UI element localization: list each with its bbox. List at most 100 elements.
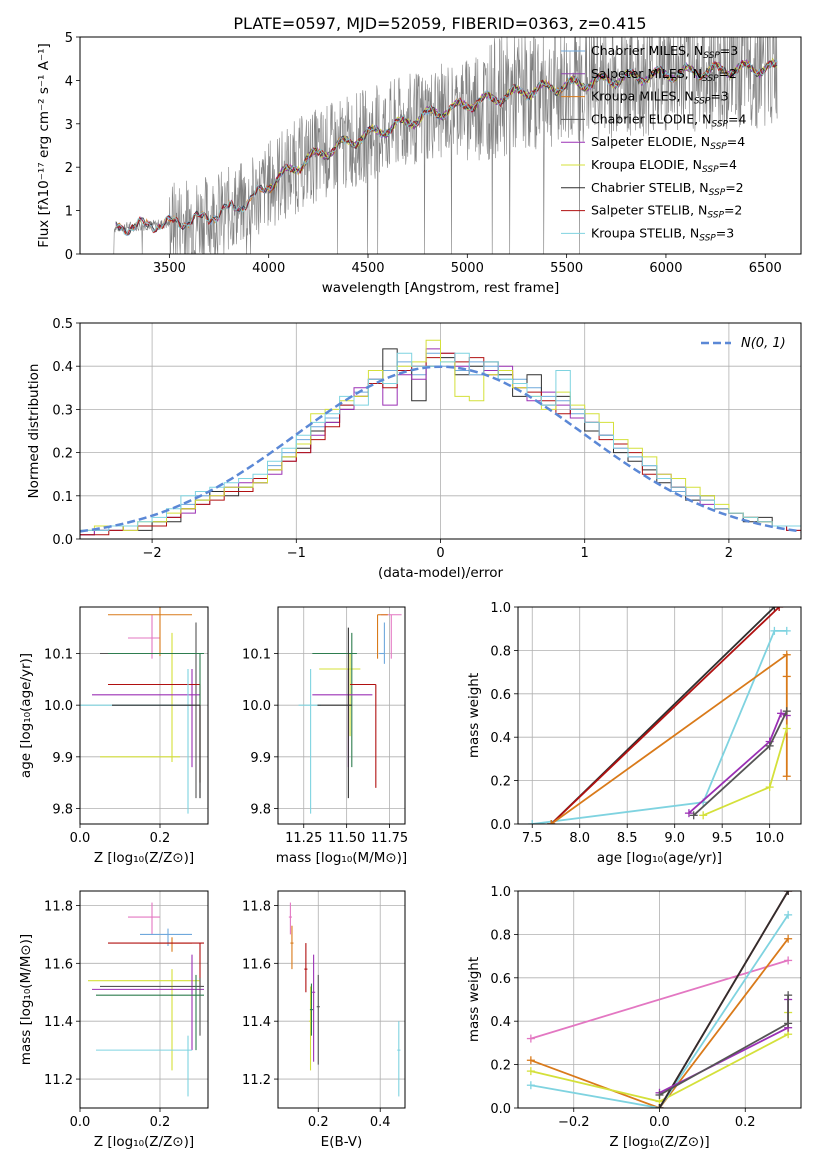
legend-label-subscript: SSP [703,51,720,61]
x-tick-label: 0.2 [735,1115,756,1130]
x-tick-label: 3500 [153,261,186,276]
x-tick-label: 11.75 [371,831,408,846]
plot-area [526,891,793,1108]
panel-residuals: −2 −1 0 1 2 0.0 0.1 0.2 0.3 0.4 0.5 (data-model)/er… [26,317,802,581]
x-tick-label: 0.2 [308,1115,329,1130]
y-tick-label: 0.5 [52,317,73,332]
legend-label-subscript: SSP [694,97,711,107]
y-axis-label: age [log₁₀(age/yr)] [18,653,34,778]
figure-title: PLATE=0597, MJD=52059, FIBERID=0363, z=0… [233,14,646,33]
axes-frame [79,606,209,825]
mass-weight-line-chabrier_stelib [658,891,789,1108]
x-axis-label: Z [log₁₀(Z/Z⊙)] [609,1134,709,1150]
x-axis-label: Z [log₁₀(Z/Z⊙)] [94,1134,194,1150]
legend-label-name: Salpeter ELODIE, N [591,134,710,149]
panel-age_vs_mass: 11.25 11.50 11.75 9.8 9.9 10.0 10.1 mass [log₁₀… [242,606,408,866]
axes-frame [517,890,802,1109]
legend-label: Kroupa ELODIE, NSSP=4 [591,157,737,175]
legend-label-name: Salpeter STELIB, N [591,203,707,218]
x-tick-label: 11.25 [285,831,322,846]
panel-mass_vs_Z: 0.0 0.2 11.2 11.4 11.6 11.8 Z [log₁₀(Z/Z⊙)] mas… [18,890,209,1150]
mass-weight-line-salpeter_stelib [550,607,780,824]
y-tick-label: 2 [65,161,73,176]
x-axis-label: mass [log₁₀(M/M⊙)] [276,850,407,866]
plot-area [80,607,204,814]
x-axis-label: wavelength [Angstrom, rest frame] [322,280,560,296]
legend-label-subscript: SSP [702,74,719,84]
y-tick-label: 10.0 [44,699,73,714]
legend-label: Salpeter STELIB, NSSP=2 [591,203,742,221]
y-tick-label: 9.9 [250,751,271,766]
y-axis-label: Normed distribution [26,364,42,499]
x-tick-label: 1 [581,546,589,561]
y-tick-label: 0 [65,248,73,263]
x-tick-label: 4500 [351,261,384,276]
plot-area [113,37,778,254]
legend-label-name: Salpeter MILES, N [591,66,702,81]
panel-mass_weight_vs_Z: −0.2 0.0 0.2 0.0 0.2 0.4 0.6 0.8 1.0 Z [log₁₀(Z/Z… [466,885,802,1150]
legend-label-suffix: =2 [724,203,742,218]
y-tick-label: 11.8 [242,899,271,914]
y-tick-label: 0.1 [52,490,73,505]
x-tick-label: 0.4 [370,1115,391,1130]
plot-area [298,614,402,814]
y-axis-label: Flux [fλ10⁻¹⁷ erg cm⁻² s⁻¹ A⁻¹] [36,43,52,248]
x-tick-label: 0 [436,546,444,561]
legend-label-suffix: =4 [728,111,746,126]
y-tick-label: 4 [65,74,73,89]
x-tick-label: 11.50 [328,831,365,846]
legend-label-suffix: =4 [727,134,745,149]
axes-frame [277,890,406,1109]
y-tick-label: 10.1 [242,648,271,663]
legend-label: Chabrier MILES, NSSP=3 [591,43,738,61]
legend-label-suffix: =2 [725,180,743,195]
legend-label: Chabrier STELIB, NSSP=2 [591,180,744,198]
panel-mass_vs_EBV: 0.2 0.4 11.2 11.4 11.6 11.8 E(B-V) [242,890,406,1150]
y-tick-label: 0.3 [52,403,73,418]
mass-weight-line-kroupa_miles [530,938,789,1108]
x-tick-label: 8.5 [617,831,638,846]
x-tick-label: 9.5 [712,831,733,846]
mass-weight-line-kroupa_stelib [532,630,787,824]
normal-curve-line [80,365,801,533]
x-tick-label: −0.2 [558,1115,590,1130]
x-tick-label: −1 [287,546,306,561]
mass-weight-line-pink [530,959,789,1040]
y-tick-label: 11.4 [44,1015,73,1030]
mass-weight-line-kroupa_stelib [530,914,789,1108]
legend-label-subscript: SSP [710,142,727,152]
legend-label-subscript: SSP [699,233,716,243]
panel-mass_weight_vs_age: 7.5 8.0 8.5 9.0 9.5 10.0 0.0 0.2 0.4 0.6 0.8 1.0 age… [466,601,802,866]
x-tick-label: 10.0 [755,831,784,846]
model-line-kroupa_stelib [115,58,778,237]
y-tick-label: 0.4 [52,360,73,375]
y-tick-label: 0.2 [52,447,73,462]
y-tick-label: 0.2 [490,1059,511,1074]
y-tick-label: 0.0 [52,533,73,548]
x-tick-label: 2 [725,546,733,561]
y-tick-label: 11.2 [44,1073,73,1088]
y-tick-label: 0.2 [490,775,511,790]
y-axis-label: mass weight [466,673,482,758]
y-tick-label: 9.9 [52,751,73,766]
x-axis-label: Z [log₁₀(Z/Z⊙)] [94,850,194,866]
legend-label-subscript: SSP [711,119,728,129]
axes-frame [517,606,802,825]
legend-label: Kroupa MILES, NSSP=3 [591,89,729,107]
x-tick-label: 0.2 [150,831,171,846]
legend-label-name: Kroupa MILES, N [591,89,694,104]
legend-label-suffix: =2 [719,66,737,81]
observed-spectrum-line [113,37,778,254]
y-tick-label: 3 [65,118,73,133]
y-axis-label: mass [log₁₀(M/M⊙)] [18,934,34,1065]
x-axis-label: age [log₁₀(age/yr)] [597,850,722,866]
y-tick-label: 0.0 [490,1102,511,1117]
panel-age_vs_Z: 0.0 0.2 9.8 9.9 10.0 10.1 Z [log₁₀(Z/Z⊙)] age [… [18,606,209,866]
legend-label: Chabrier ELODIE, NSSP=4 [591,111,746,129]
mass-weight-line-kroupa_miles [550,652,788,824]
x-axis-label: E(B-V) [321,1134,363,1150]
x-tick-label: 8.0 [569,831,590,846]
x-tick-label: 6000 [649,261,682,276]
y-tick-label: 0.8 [490,928,511,943]
